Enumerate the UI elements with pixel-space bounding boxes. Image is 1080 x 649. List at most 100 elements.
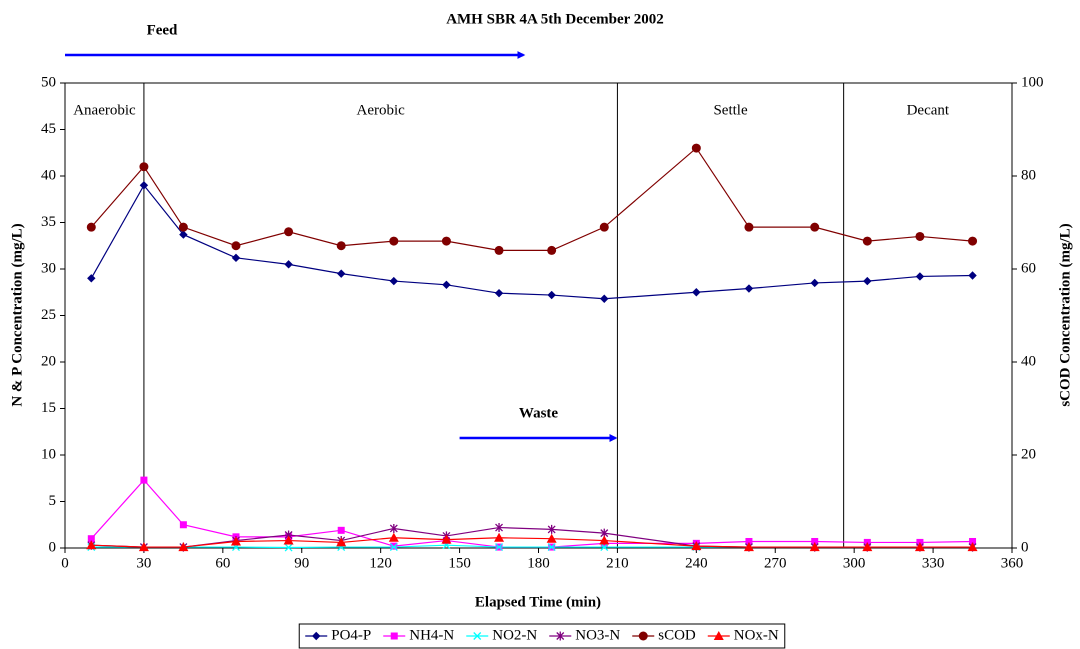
marker bbox=[390, 632, 398, 640]
marker bbox=[231, 253, 241, 263]
phase-label: Decant bbox=[907, 102, 950, 118]
phase-label: Anaerobic bbox=[73, 102, 136, 118]
marker bbox=[86, 540, 97, 550]
marker bbox=[312, 631, 321, 641]
marker bbox=[494, 288, 504, 298]
marker bbox=[389, 276, 399, 286]
y-tick-label: 25 bbox=[41, 307, 56, 323]
marker bbox=[914, 542, 925, 552]
x-tick-label: 0 bbox=[61, 555, 69, 571]
x-tick-label: 30 bbox=[136, 555, 151, 571]
marker bbox=[600, 294, 609, 303]
marker bbox=[713, 631, 724, 640]
marker bbox=[968, 236, 978, 246]
x-tick-label: 270 bbox=[764, 555, 787, 571]
x-tick-label: 300 bbox=[843, 555, 866, 571]
y-tick-label: 10 bbox=[41, 446, 56, 462]
y2-axis-label: sCOD Concentration (mg/L) bbox=[1057, 223, 1073, 406]
y-tick-label: 35 bbox=[41, 214, 56, 230]
marker bbox=[556, 631, 565, 641]
marker bbox=[810, 278, 819, 288]
marker bbox=[547, 290, 556, 300]
marker bbox=[546, 533, 557, 543]
marker bbox=[915, 231, 925, 241]
y-axis-label: N & P Concentration (mg/L) bbox=[9, 223, 25, 406]
x-tick-label: 180 bbox=[527, 555, 550, 571]
y2-tick-label: 40 bbox=[1021, 353, 1036, 369]
x-tick-label: 330 bbox=[922, 555, 945, 571]
marker bbox=[390, 542, 398, 550]
marker bbox=[692, 288, 701, 297]
legend-label: PO4-P bbox=[331, 627, 371, 643]
y2-tick-label: 100 bbox=[1021, 74, 1044, 90]
marker bbox=[495, 523, 504, 533]
y2-tick-label: 60 bbox=[1021, 260, 1036, 276]
marker bbox=[283, 535, 294, 545]
legend: PO4-P NH4-N NO2-N NO3-N sCOD NOx-N bbox=[298, 623, 786, 649]
marker bbox=[389, 236, 399, 246]
marker bbox=[86, 222, 96, 232]
marker bbox=[811, 537, 819, 545]
marker bbox=[599, 222, 609, 232]
marker bbox=[494, 532, 505, 542]
marker bbox=[600, 543, 609, 552]
x-tick-label: 120 bbox=[369, 555, 392, 571]
annotation-label: Waste bbox=[519, 405, 559, 421]
y2-tick-label: 20 bbox=[1021, 446, 1036, 462]
marker bbox=[862, 236, 872, 246]
marker bbox=[284, 543, 293, 552]
y-tick-label: 20 bbox=[41, 353, 56, 369]
y-tick-label: 40 bbox=[41, 167, 56, 183]
x-tick-label: 150 bbox=[448, 555, 471, 571]
marker bbox=[495, 543, 504, 552]
x-axis-label: Elapsed Time (min) bbox=[475, 594, 601, 610]
legend-label: sCOD bbox=[658, 627, 696, 643]
marker bbox=[441, 236, 451, 246]
marker bbox=[138, 542, 149, 552]
y-tick-label: 50 bbox=[41, 74, 56, 90]
x-tick-label: 60 bbox=[215, 555, 230, 571]
y2-tick-label: 0 bbox=[1021, 539, 1029, 555]
marker bbox=[284, 227, 294, 237]
marker bbox=[337, 269, 346, 278]
marker bbox=[691, 541, 702, 551]
marker bbox=[969, 537, 977, 545]
annotation-label: Feed bbox=[147, 22, 178, 38]
chart-title: AMH SBR 4A 5th December 2002 bbox=[446, 11, 664, 27]
legend-label: NH4-N bbox=[409, 627, 454, 643]
marker bbox=[691, 143, 701, 153]
marker bbox=[140, 476, 148, 484]
legend-label: NOx-N bbox=[734, 627, 779, 643]
marker bbox=[638, 631, 648, 641]
marker bbox=[389, 523, 398, 533]
marker bbox=[179, 230, 188, 239]
legend-entry: NOx-N bbox=[707, 627, 779, 643]
y-tick-label: 15 bbox=[41, 400, 56, 416]
marker bbox=[745, 537, 753, 545]
y-tick-label: 0 bbox=[49, 539, 57, 555]
marker bbox=[809, 542, 820, 552]
marker bbox=[744, 284, 754, 293]
marker bbox=[178, 222, 188, 232]
marker bbox=[388, 532, 399, 542]
marker bbox=[599, 535, 610, 545]
marker bbox=[336, 537, 347, 547]
marker bbox=[547, 524, 556, 534]
marker bbox=[178, 542, 189, 552]
legend-entry: PO4-P bbox=[305, 627, 371, 643]
marker bbox=[968, 271, 977, 280]
legend-entry: NO2-N bbox=[466, 627, 537, 643]
marker bbox=[139, 162, 149, 172]
marker bbox=[862, 542, 873, 552]
marker bbox=[547, 543, 556, 552]
marker bbox=[389, 543, 398, 552]
y-tick-label: 30 bbox=[41, 260, 56, 276]
x-tick-label: 360 bbox=[1001, 555, 1024, 571]
marker bbox=[863, 276, 872, 286]
marker bbox=[87, 274, 96, 283]
marker bbox=[744, 222, 754, 232]
legend-entry: NH4-N bbox=[383, 627, 454, 643]
